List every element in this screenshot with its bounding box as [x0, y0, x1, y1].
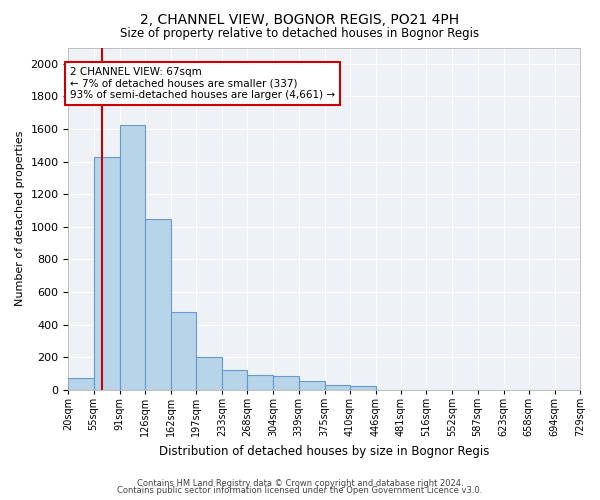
- Bar: [299, 381, 325, 390]
- Text: Contains HM Land Registry data © Crown copyright and database right 2024.: Contains HM Land Registry data © Crown c…: [137, 478, 463, 488]
- Y-axis label: Number of detached properties: Number of detached properties: [15, 131, 25, 306]
- Text: Size of property relative to detached houses in Bognor Regis: Size of property relative to detached ho…: [121, 28, 479, 40]
- Bar: [350, 386, 376, 390]
- Text: Contains public sector information licensed under the Open Government Licence v3: Contains public sector information licen…: [118, 486, 482, 495]
- Bar: [325, 385, 350, 390]
- Bar: [94, 156, 119, 390]
- Bar: [145, 218, 171, 390]
- Bar: [222, 370, 247, 390]
- Bar: [171, 312, 196, 390]
- Bar: [274, 376, 299, 390]
- Text: 2, CHANNEL VIEW, BOGNOR REGIS, PO21 4PH: 2, CHANNEL VIEW, BOGNOR REGIS, PO21 4PH: [140, 12, 460, 26]
- X-axis label: Distribution of detached houses by size in Bognor Regis: Distribution of detached houses by size …: [159, 444, 490, 458]
- Text: 2 CHANNEL VIEW: 67sqm
← 7% of detached houses are smaller (337)
93% of semi-deta: 2 CHANNEL VIEW: 67sqm ← 7% of detached h…: [70, 67, 335, 100]
- Bar: [196, 357, 222, 390]
- Bar: [247, 375, 274, 390]
- Bar: [68, 378, 94, 390]
- Bar: [119, 125, 145, 390]
